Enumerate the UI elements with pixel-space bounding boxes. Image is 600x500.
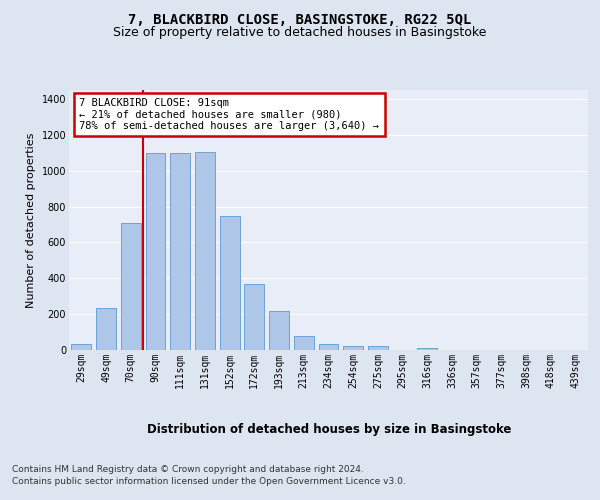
Bar	[170, 153, 190, 350]
Text: Size of property relative to detached houses in Basingstoke: Size of property relative to detached ho…	[113, 26, 487, 39]
Text: 7, BLACKBIRD CLOSE, BASINGSTOKE, RG22 5QL: 7, BLACKBIRD CLOSE, BASINGSTOKE, RG22 5Q…	[128, 12, 472, 26]
Y-axis label: Number of detached properties: Number of detached properties	[26, 132, 36, 308]
Bar	[269, 310, 289, 350]
Bar	[71, 344, 91, 350]
Bar	[319, 344, 338, 350]
Bar	[96, 308, 116, 350]
Bar	[195, 152, 215, 350]
Bar	[244, 284, 264, 350]
Bar	[294, 336, 314, 350]
Bar	[146, 153, 166, 350]
Bar	[343, 346, 363, 350]
Bar	[121, 222, 140, 350]
Bar	[418, 348, 437, 350]
Bar	[368, 346, 388, 350]
Text: Contains public sector information licensed under the Open Government Licence v3: Contains public sector information licen…	[12, 478, 406, 486]
Text: Distribution of detached houses by size in Basingstoke: Distribution of detached houses by size …	[146, 422, 511, 436]
Bar	[220, 216, 239, 350]
Text: Contains HM Land Registry data © Crown copyright and database right 2024.: Contains HM Land Registry data © Crown c…	[12, 465, 364, 474]
Text: 7 BLACKBIRD CLOSE: 91sqm
← 21% of detached houses are smaller (980)
78% of semi-: 7 BLACKBIRD CLOSE: 91sqm ← 21% of detach…	[79, 98, 379, 131]
